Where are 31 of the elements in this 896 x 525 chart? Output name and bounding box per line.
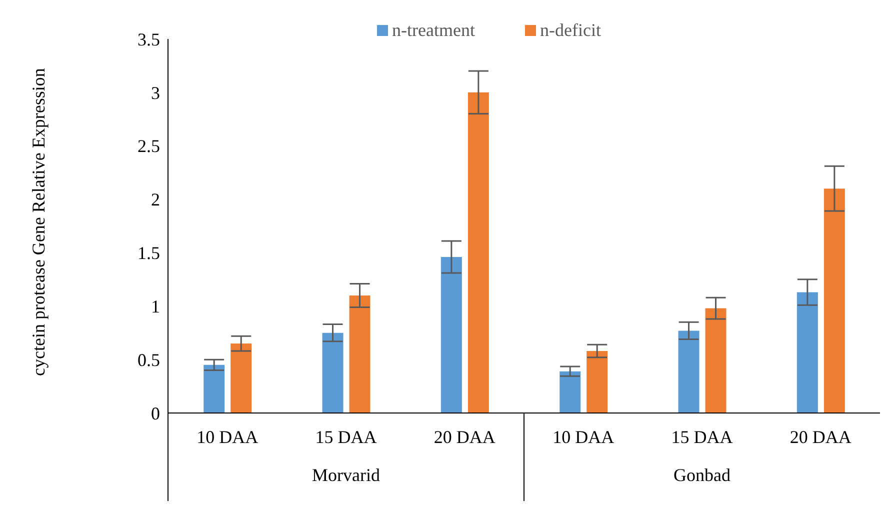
y-axis-title: cyctein protease Gene Relative Expression <box>28 68 48 376</box>
bar <box>560 371 581 413</box>
bar <box>824 188 845 413</box>
y-tick-label: 0 <box>151 403 160 424</box>
y-tick-label: 1 <box>151 296 160 317</box>
x-tick-label: 15 DAA <box>315 427 377 447</box>
y-tick-label: 1.5 <box>138 243 160 264</box>
bar <box>468 92 489 413</box>
text: Gonbad <box>672 465 732 486</box>
y-tick-label: 3.5 <box>138 29 160 50</box>
y-tick-label: 3 <box>151 82 160 103</box>
x-tick-label: 10 DAA <box>552 427 614 447</box>
legend-label: n-deficit <box>538 20 601 41</box>
bar <box>322 332 344 413</box>
bar <box>586 351 608 413</box>
bar <box>349 295 370 413</box>
legend-label: n-treatment <box>391 20 475 41</box>
bar <box>204 364 225 413</box>
x-tick-label: 15 DAA <box>671 427 733 447</box>
y-tick-label: 2.5 <box>138 136 160 156</box>
x-tick-label: 20 DAA <box>434 427 496 447</box>
bar <box>678 330 700 413</box>
bar <box>796 292 818 413</box>
x-tick-label: 20 DAA <box>790 427 852 447</box>
text: Morvarid <box>311 465 381 486</box>
y-tick-label: 0.5 <box>138 350 160 370</box>
x-tick-label: 10 DAA <box>196 427 258 447</box>
y-tick-label: 2 <box>151 190 160 210</box>
bar <box>230 344 252 413</box>
bar <box>440 256 462 413</box>
bar <box>705 308 726 413</box>
